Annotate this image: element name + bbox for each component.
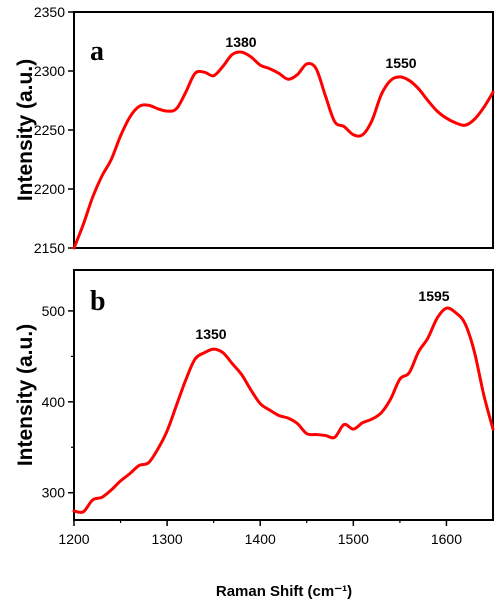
panel-b-y-tick-label: 300 [42, 485, 66, 501]
panel-a-letter: a [90, 36, 104, 67]
panel-b-letter: b [90, 286, 106, 317]
panel-b-y-tick-label: 400 [42, 394, 66, 410]
panel-b-spectrum-line [72, 306, 495, 514]
panel-b-x-tick-label: 1300 [152, 531, 183, 547]
panel-a-y-tick-label: 2150 [34, 240, 65, 256]
panel-a-peak-label: 1380 [225, 34, 256, 50]
panel-b-y-axis-title: Intensity (a.u.) [14, 324, 37, 466]
panel-b-axes: 300 400 500 1200 1300 1400 1500 1600 [42, 303, 463, 547]
panel-b-plot-area [73, 269, 494, 521]
panel-b-peak-label: 1350 [195, 326, 226, 342]
x-axis-title: Raman Shift (cm⁻¹) [216, 583, 352, 600]
panel-a-spectrum-line [72, 50, 495, 250]
panel-b-x-tick-label: 1400 [245, 531, 276, 547]
panel-a-peak-label: 1550 [385, 55, 416, 71]
panel-a-plot-area [73, 11, 494, 249]
panel-b-y-tick-label: 500 [42, 303, 66, 319]
panel-a-y-tick-label: 2200 [34, 181, 65, 197]
panel-b-x-tick-label: 1200 [58, 531, 89, 547]
panel-a-y-axis-title: Intensity (a.u.) [14, 59, 37, 201]
panel-b-x-tick-label: 1600 [431, 531, 462, 547]
panel-b-x-tick-label: 1500 [338, 531, 369, 547]
panel-a-y-tick-label: 2350 [34, 4, 65, 20]
panel-a-y-tick-label: 2300 [34, 63, 65, 79]
panel-a-y-tick-label: 2250 [34, 122, 65, 138]
panel-b-peak-label: 1595 [418, 288, 449, 304]
panel-a-y-axis: 2150 2200 2250 2300 2350 [34, 4, 74, 256]
